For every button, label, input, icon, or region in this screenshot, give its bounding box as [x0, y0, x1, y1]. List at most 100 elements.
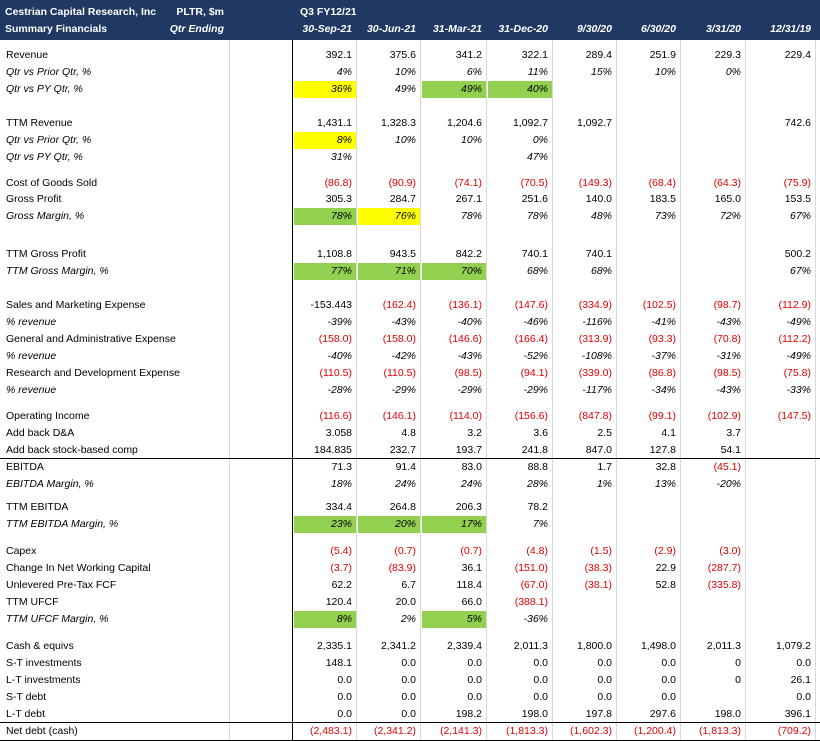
grid-line — [745, 40, 746, 741]
table-row: Gross Margin, % 78% 76% 78% 78% 48% 73% 72% 67% — [0, 208, 820, 225]
table-cell: (98.7) — [713, 299, 741, 311]
table-cell: 500.2 — [784, 248, 811, 260]
row-label: L-T debt — [6, 708, 45, 720]
table-cell: 2,341.2 — [380, 640, 416, 652]
table-cell: 72% — [719, 210, 741, 222]
table-cell: 78% — [294, 208, 356, 225]
table-cell: -116% — [582, 316, 612, 328]
table-cell: 3.058 — [325, 427, 352, 439]
table-cell: 120.4 — [325, 596, 352, 608]
table-cell — [682, 115, 745, 132]
table-cell: 4% — [336, 66, 352, 78]
table-cell: (156.6) — [514, 410, 548, 422]
table-cell — [747, 442, 815, 459]
table-cell: 193.7 — [455, 444, 482, 456]
table-cell: 0% — [532, 134, 548, 146]
table-cell: 66.0 — [461, 596, 482, 608]
row-label: Qtr vs Prior Qtr, % — [6, 66, 92, 78]
table-row: TTM Gross Margin, % 77% 71% 70% 68% 68% 67% — [0, 263, 820, 280]
row-label: Qtr vs Prior Qtr, % — [6, 134, 92, 146]
table-cell: -29% — [391, 384, 416, 396]
table-cell — [618, 149, 680, 166]
table-cell — [554, 149, 616, 166]
table-cell: -33% — [786, 384, 811, 396]
column-header: 6/30/20 — [640, 23, 676, 35]
table-cell: 241.8 — [521, 444, 548, 456]
table-cell: 10% — [394, 66, 416, 78]
table-cell — [554, 516, 616, 533]
row-label: Qtr vs PY Qtr, % — [6, 151, 83, 163]
table-cell: -40% — [457, 316, 482, 328]
table-row: S-T investments 148.1 0.0 0.0 0.0 0.0 0.0 0 0.0 — [0, 655, 820, 672]
table-cell: 0.0 — [337, 674, 352, 686]
table-cell — [747, 149, 815, 166]
row-label: TTM Gross Profit — [6, 248, 86, 260]
table-cell: (112.2) — [778, 333, 812, 345]
table-cell: 78% — [460, 210, 482, 222]
table-cell: -37% — [651, 350, 676, 362]
table-cell: 289.4 — [585, 49, 612, 61]
table-row: Net debt (cash) (2,483.1) (2,341.2) (2,141.… — [0, 723, 820, 740]
table-cell: 0.0 — [533, 691, 548, 703]
table-cell: 264.8 — [389, 501, 416, 513]
table-cell — [554, 594, 616, 611]
row-label: EBITDA Margin, % — [6, 478, 94, 490]
table-cell: 3.7 — [726, 427, 741, 439]
column-header: 31-Mar-21 — [432, 23, 482, 35]
table-cell: 184.835 — [314, 444, 352, 456]
grid-line — [292, 40, 293, 741]
table-cell: (2,141.3) — [439, 725, 482, 737]
table-cell: (0.7) — [460, 545, 482, 557]
table-cell: (2,483.1) — [309, 725, 352, 737]
table-row: EBITDA Margin, % 18% 24% 24% 28% 1% 13% -20% — [0, 476, 820, 493]
table-cell: 76% — [358, 208, 420, 225]
row-border — [0, 458, 820, 459]
table-row: TTM UFCF Margin, % 8% 2% 5% -36% — [0, 611, 820, 628]
table-cell: (102.5) — [642, 299, 676, 311]
table-row: Research and Development Expense (110.5) (… — [0, 365, 820, 382]
table-row: TTM EBITDA 334.4 264.8 206.3 78.2 — [0, 499, 820, 516]
table-cell: (158.0) — [318, 333, 352, 345]
table-cell — [618, 263, 680, 280]
table-cell — [618, 499, 680, 516]
table-cell: 24% — [460, 478, 482, 490]
table-row: Add back stock-based comp 184.835 232.7 193… — [0, 442, 820, 459]
table-row: Sales and Marketing Expense -153.443 (162.… — [0, 297, 820, 314]
table-cell: 0.0 — [661, 674, 676, 686]
table-cell: 305.3 — [325, 193, 352, 205]
column-header: 31-Dec-20 — [498, 23, 548, 35]
table-cell: (287.7) — [707, 562, 741, 574]
table-cell: (162.4) — [382, 299, 416, 311]
table-cell: 6.7 — [401, 579, 416, 591]
table-cell: 0 — [735, 657, 741, 669]
table-cell: 198.2 — [455, 708, 482, 720]
table-cell: (86.8) — [324, 177, 352, 189]
table-cell — [682, 594, 745, 611]
table-cell: (1,813.3) — [698, 725, 741, 737]
row-label: Qtr vs PY Qtr, % — [6, 83, 83, 95]
table-cell: (847.8) — [578, 410, 612, 422]
grid-line — [552, 40, 553, 741]
table-cell: (1.5) — [590, 545, 612, 557]
row-label: TTM UFCF — [6, 596, 59, 608]
table-cell: 267.1 — [455, 193, 482, 205]
table-cell: 1,092.7 — [576, 117, 612, 129]
table-cell: (388.1) — [514, 596, 548, 608]
table-cell: 10% — [460, 134, 482, 146]
table-cell: 0.0 — [337, 691, 352, 703]
table-cell — [747, 611, 815, 628]
table-cell: (70.5) — [520, 177, 548, 189]
table-cell: (110.5) — [319, 367, 353, 379]
table-cell: 40% — [488, 81, 552, 98]
table-cell: 375.6 — [389, 49, 416, 61]
table-cell: (98.5) — [713, 367, 741, 379]
table-row: % revenue -40% -42% -43% -52% -108% -37% -31% -4… — [0, 348, 820, 365]
row-label: TTM EBITDA — [6, 501, 69, 513]
table-cell: 2,335.1 — [316, 640, 352, 652]
table-cell — [358, 149, 420, 166]
row-label: Change In Net Working Capital — [6, 562, 151, 574]
table-cell: -43% — [391, 316, 416, 328]
table-cell: 0.0 — [796, 657, 811, 669]
table-row: Capex (5.4) (0.7) (0.7) (4.8) (1.5) (2.9) (3.0) — [0, 543, 820, 560]
